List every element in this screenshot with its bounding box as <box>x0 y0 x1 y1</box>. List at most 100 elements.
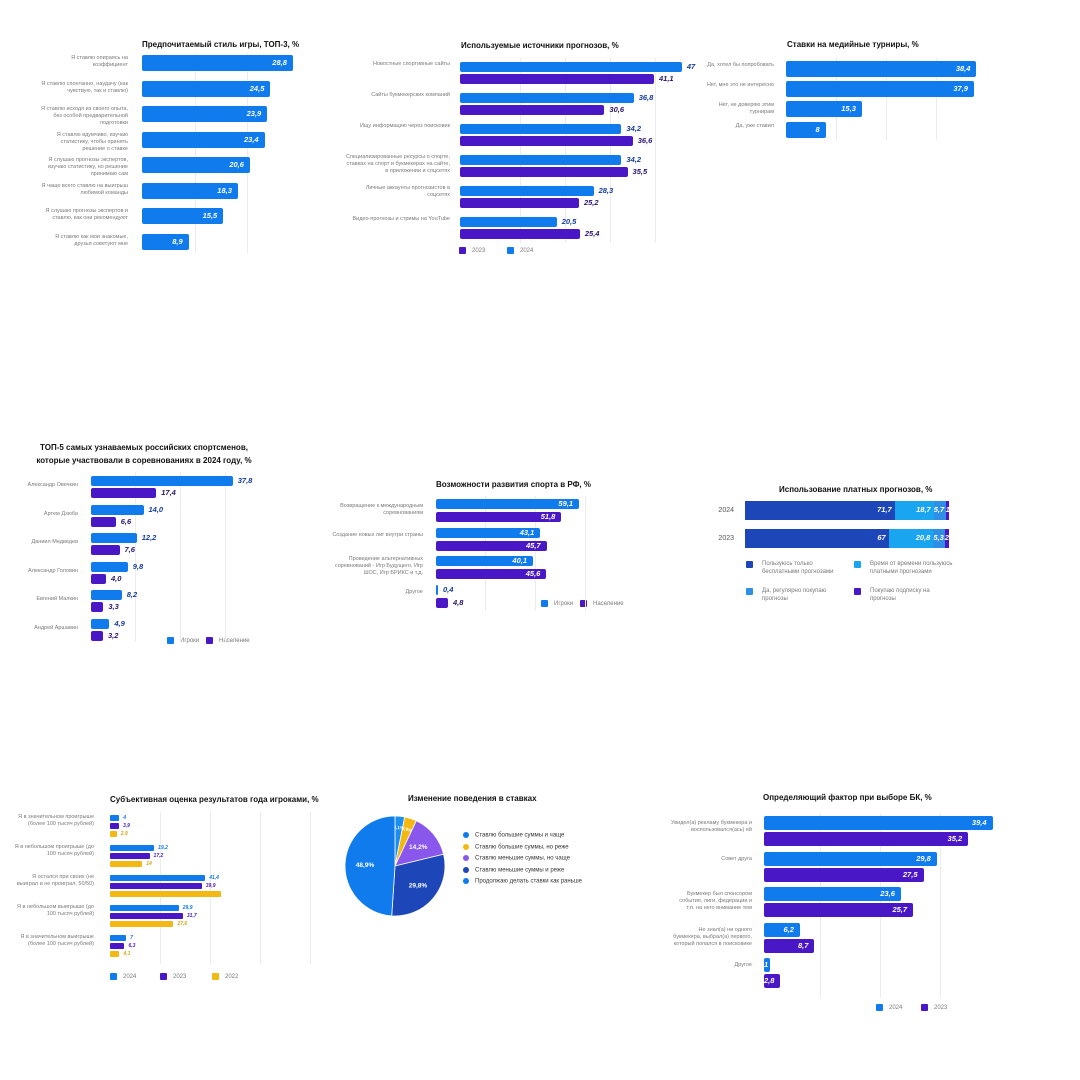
data-label: 17,2 <box>153 853 164 859</box>
category-label: Андрей Аршавин <box>34 624 78 631</box>
legend-item-free: Пользуюсь только бесплатными прогнозами <box>746 560 846 576</box>
grid-line <box>195 53 196 253</box>
bar <box>142 182 238 199</box>
data-label: 36,8 <box>638 93 654 102</box>
legend-label: 2022 <box>225 974 239 981</box>
bar <box>91 476 233 486</box>
data-label: 17,4 <box>161 488 176 497</box>
bar <box>460 93 634 103</box>
category-label: 2024 <box>718 507 734 514</box>
data-label: 36,6 <box>637 136 653 145</box>
bar <box>110 831 117 837</box>
legend-item-2023: 2023 <box>459 247 485 254</box>
chart-title: ТОП-5 самых узнаваемых российских спортс… <box>36 443 252 465</box>
grid-line <box>260 812 261 964</box>
bar <box>764 851 937 866</box>
legend-label: Покупаю подписку на прогнозы <box>870 588 930 602</box>
bar <box>91 630 103 641</box>
bar <box>110 951 120 957</box>
stack-segment <box>945 501 949 520</box>
legend-swatch <box>463 843 469 850</box>
data-label: 5,3 <box>933 533 944 542</box>
category-label: Да, уже ставил <box>735 122 774 129</box>
data-label: 4,8 <box>453 597 464 607</box>
category-label: Личные аккаунты прогнозистов в соцсетях <box>365 185 450 198</box>
data-label: 35,5 <box>632 167 648 176</box>
data-label: 27,5 <box>902 869 918 879</box>
category-label: Специализированные ресурсы о спорте, ста… <box>345 154 450 174</box>
grid-line <box>485 496 486 611</box>
data-label: 34,2 <box>626 124 642 133</box>
bar <box>460 229 580 239</box>
data-label: 14,0 <box>148 504 164 514</box>
chart-title: Возможности развития спорта в РФ, % <box>436 480 591 489</box>
stack-segment <box>933 501 946 520</box>
bar <box>764 974 781 988</box>
legend-item-2024: 2024 <box>876 1004 902 1011</box>
pie-slice-label: 14,2% <box>409 844 428 851</box>
data-label: 28,8 <box>272 58 287 67</box>
category-label: Я чаще всего ставлю на выигрыш любимой к… <box>41 182 128 196</box>
legend-item: Ставлю меньшие суммы, но чаще <box>463 855 570 862</box>
legend-label: Население <box>593 601 624 608</box>
data-label: 28,3 <box>598 186 614 195</box>
bar <box>460 74 654 84</box>
bar <box>142 157 250 173</box>
category-label: Я остался при своих (не выиграл и не про… <box>16 874 94 887</box>
data-label: 23,6 <box>880 889 895 898</box>
bar <box>91 504 144 515</box>
grid-line <box>940 813 941 998</box>
data-label: 71,7 <box>877 505 892 514</box>
data-label: 6,6 <box>120 516 132 526</box>
legend-item-2023: 2023 <box>160 973 186 980</box>
legend-item-2023: 2023 <box>921 1004 947 1011</box>
data-label: 15,5 <box>202 211 218 220</box>
bar <box>110 891 221 897</box>
bar <box>436 499 580 509</box>
data-label: 3,2 <box>108 630 119 640</box>
legend-item: Ставлю меньшие суммы и реже <box>463 866 564 873</box>
data-label: 8 <box>815 124 820 134</box>
category-label: Я ставлю как мои знакомые, друзья совету… <box>55 233 128 247</box>
bar <box>91 533 137 543</box>
data-label: 35,2 <box>947 834 963 843</box>
bar <box>142 106 268 122</box>
pie-slice-label: 3,1% <box>393 825 404 831</box>
chart-title: Используемые источники прогнозов, % <box>461 41 619 50</box>
bar <box>460 198 579 208</box>
data-label: 8,2 <box>126 590 138 599</box>
data-label: 43,1 <box>519 527 535 537</box>
legend-item-sometimes: Время от времени пользуюсь платными прог… <box>854 560 966 576</box>
grid-line <box>886 58 887 140</box>
bar <box>91 488 157 498</box>
bar <box>110 853 150 859</box>
legend-label: 2024 <box>520 248 534 255</box>
bar <box>91 590 122 600</box>
data-label: 40,1 <box>512 556 528 565</box>
data-label: 6,3 <box>128 943 136 949</box>
legend-label: 2024 <box>889 1005 903 1012</box>
data-label: 0,4 <box>443 584 454 594</box>
legend-item-population: Население <box>580 600 624 607</box>
bar <box>142 131 265 148</box>
category-label: Другое <box>734 962 752 968</box>
data-label: 4,1 <box>123 951 131 957</box>
category-label: Я в небольшом проигрыше (до 100 тысяч ру… <box>14 844 94 857</box>
chart-title: Субъективная оценка результатов года игр… <box>110 795 319 804</box>
legend-item-players: Игроки <box>541 600 573 607</box>
bar <box>436 512 562 522</box>
category-label: Не знал(а) ни одного букмекера, выбрал(а… <box>673 926 752 947</box>
pie-slice-label: 29,8% <box>409 882 428 889</box>
data-label: 45,7 <box>525 540 541 550</box>
bar <box>786 81 974 98</box>
bar <box>91 516 116 527</box>
data-label: 3,9 <box>122 823 130 829</box>
bar <box>91 561 128 572</box>
data-label: 14 <box>146 861 152 867</box>
bar <box>460 136 633 146</box>
bar <box>91 545 120 555</box>
data-label: 18,3 <box>217 185 232 195</box>
data-label: 6,2 <box>783 924 794 934</box>
legend-item-players: Игроки <box>167 637 199 644</box>
bar <box>764 887 901 901</box>
